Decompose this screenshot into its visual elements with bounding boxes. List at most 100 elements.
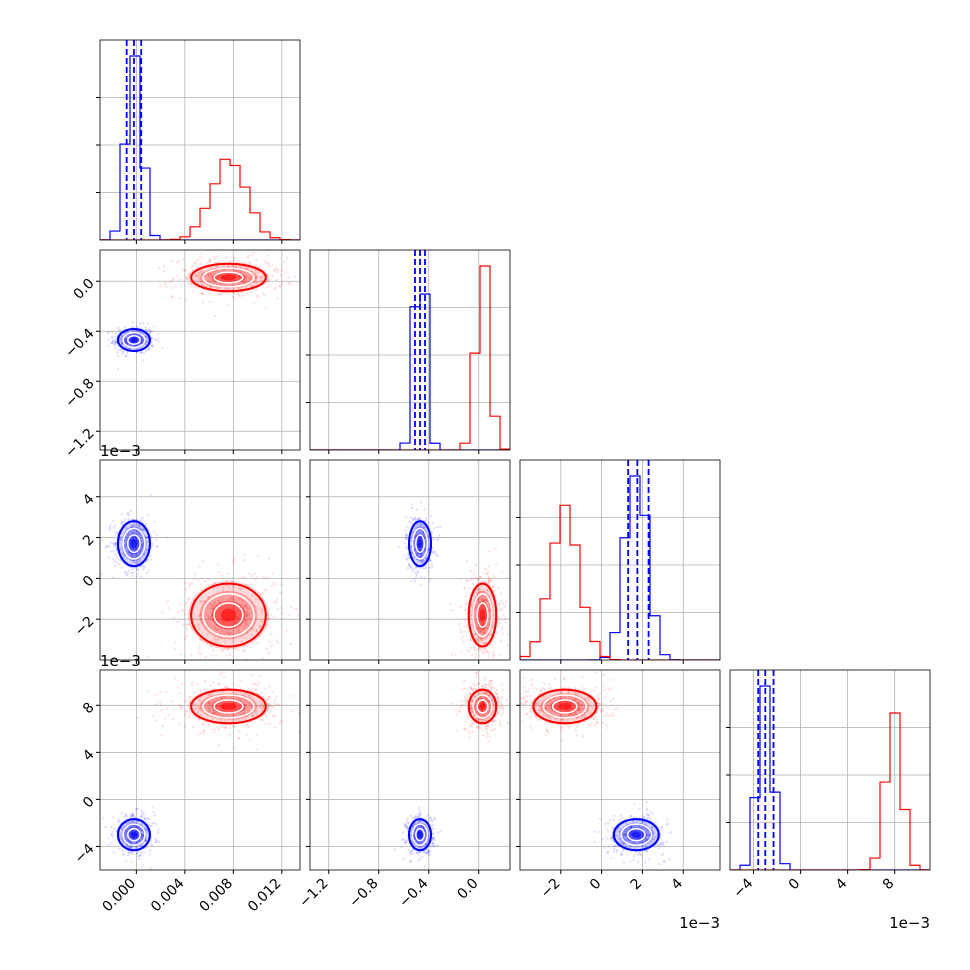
scatter-point xyxy=(145,335,148,338)
scatter-point xyxy=(485,698,489,701)
scatter-point xyxy=(134,808,137,811)
scatter-point xyxy=(401,831,405,834)
contour-3-0-1-2 xyxy=(213,699,244,714)
scatter-point xyxy=(149,843,152,846)
scatter-point xyxy=(484,683,487,687)
scatter-point xyxy=(488,688,492,691)
scatter-point xyxy=(428,816,432,820)
scatter-point xyxy=(644,837,648,840)
scatter-point xyxy=(549,703,552,706)
scatter-point xyxy=(644,828,648,831)
scatter-point xyxy=(652,838,655,841)
scatter-point xyxy=(247,607,251,610)
scatter-point xyxy=(485,691,488,694)
scatter-point xyxy=(234,265,238,268)
scatter-point xyxy=(109,341,113,344)
scatter-point xyxy=(569,713,572,716)
scatter-point xyxy=(222,695,225,699)
scatter-point xyxy=(254,711,258,714)
scatter-point xyxy=(501,707,504,710)
scatter-point xyxy=(243,707,247,710)
scatter-point xyxy=(469,569,473,573)
scatter-point xyxy=(492,650,495,654)
scatter-point xyxy=(420,846,423,849)
scatter-point xyxy=(662,860,665,863)
scatter-point xyxy=(491,626,494,629)
scatter-point xyxy=(489,679,492,682)
scatter-point xyxy=(239,276,242,279)
scatter-point xyxy=(615,850,619,853)
scatter-point xyxy=(217,563,220,566)
scatter-point xyxy=(429,577,432,581)
scatter-point xyxy=(140,809,143,812)
scatter-point xyxy=(479,629,483,632)
scatter-point xyxy=(464,696,467,699)
scatter-point xyxy=(625,823,628,826)
scatter-point xyxy=(250,634,253,637)
scatter-point xyxy=(133,532,137,535)
scatter-point xyxy=(237,260,241,263)
scatter-point xyxy=(213,600,216,604)
scatter-point xyxy=(174,284,177,287)
scatter-point xyxy=(646,812,649,816)
scatter-point xyxy=(148,853,151,856)
scatter-point xyxy=(104,546,107,550)
scatter-point xyxy=(474,687,477,690)
scatter-point xyxy=(113,560,117,564)
scatter-point xyxy=(417,517,420,520)
panel-2-2 xyxy=(516,459,721,664)
scatter-point xyxy=(610,836,613,839)
scatter-point xyxy=(194,706,197,710)
scatter-point xyxy=(279,274,282,277)
scatter-point xyxy=(141,516,145,519)
scatter-point xyxy=(666,822,669,825)
scatter-point xyxy=(214,711,217,715)
scatter-point xyxy=(486,700,490,703)
scatter-point xyxy=(221,586,225,589)
scatter-point xyxy=(488,706,491,709)
scatter-point xyxy=(274,269,277,272)
scatter-point xyxy=(215,697,218,701)
scatter-point xyxy=(431,521,434,525)
scatter-point xyxy=(184,269,187,272)
scatter-point xyxy=(648,834,651,837)
scatter-point xyxy=(416,815,420,818)
scatter-point xyxy=(245,623,248,627)
scatter-point xyxy=(490,723,494,727)
scatter-point xyxy=(474,615,477,618)
scatter-point xyxy=(124,340,128,344)
scatter-point xyxy=(268,722,271,725)
scatter-point xyxy=(141,321,145,325)
scatter-point xyxy=(639,853,642,857)
scatter-point xyxy=(250,704,253,707)
scatter-point xyxy=(422,567,425,570)
scatter-point xyxy=(183,725,187,728)
scatter-point xyxy=(233,298,236,301)
scatter-point xyxy=(483,629,487,632)
scatter-point xyxy=(127,840,131,844)
scatter-point xyxy=(241,598,244,602)
scatter-point xyxy=(128,826,132,830)
scatter-point xyxy=(275,278,278,281)
scatter-point xyxy=(431,836,434,839)
scatter-point xyxy=(473,576,477,579)
scatter-point xyxy=(411,531,414,534)
scatter-point xyxy=(160,733,163,737)
scatter-point xyxy=(161,346,164,350)
scatter-point xyxy=(184,637,187,640)
scatter-point xyxy=(259,608,263,612)
scatter-point xyxy=(482,632,485,636)
scatter-point xyxy=(644,839,647,843)
scatter-point xyxy=(409,859,413,863)
scatter-point xyxy=(560,719,564,722)
scatter-point xyxy=(416,533,419,536)
scatter-point xyxy=(245,286,248,289)
scatter-point xyxy=(191,612,195,615)
scatter-point xyxy=(201,271,204,274)
scatter-point xyxy=(464,595,467,598)
scatter-point xyxy=(107,331,111,335)
scatter-point xyxy=(490,689,493,692)
scatter-point xyxy=(639,841,642,844)
scatter-point xyxy=(207,724,211,727)
scatter-point xyxy=(418,524,421,528)
